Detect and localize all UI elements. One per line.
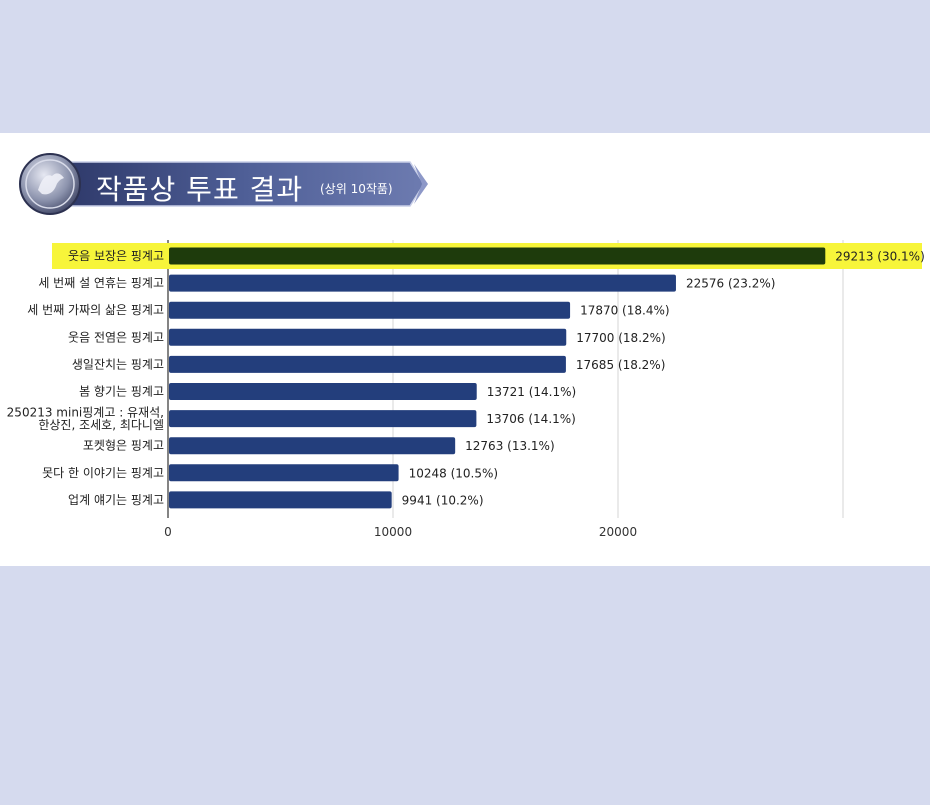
category-label: 250213 mini핑계고 : 유재석, (7, 405, 164, 419)
chart-subtitle: (상위 10작품) (320, 182, 393, 196)
bird-emblem-icon (19, 153, 81, 215)
category-label: 웃음 보장은 핑계고 (68, 249, 164, 263)
bar (169, 274, 676, 292)
x-tick-label: 0 (164, 525, 172, 539)
x-tick-label: 20000 (599, 525, 637, 539)
category-label: 한상진, 조세호, 최다니엘 (38, 418, 164, 432)
value-label: 17700 (18.2%) (576, 331, 665, 345)
bar (169, 491, 392, 509)
bar (169, 328, 567, 346)
category-label: 세 번째 가짜의 삶은 핑계고 (27, 303, 164, 317)
chart-title: 작품상 투표 결과 (96, 173, 304, 206)
x-tick-label: 10000 (374, 525, 412, 539)
value-label: 13721 (14.1%) (487, 385, 576, 399)
chart-header: 작품상 투표 결과 (상위 10작품) (18, 152, 438, 218)
value-label: 12763 (13.1%) (465, 439, 554, 453)
category-label: 웃음 전염은 핑계고 (68, 330, 164, 344)
category-label: 세 번째 설 연휴는 핑계고 (38, 276, 164, 290)
bar (169, 247, 826, 265)
value-label: 29213 (30.1%) (835, 250, 924, 264)
category-label: 업계 얘기는 핑계고 (68, 493, 164, 507)
value-label: 9941 (10.2%) (402, 493, 484, 507)
bar (169, 301, 571, 319)
category-label: 못다 한 이야기는 핑계고 (42, 466, 164, 480)
category-label: 포켓형은 핑계고 (83, 439, 164, 453)
category-label: 생일잔치는 핑계고 (72, 357, 164, 371)
bar (169, 464, 399, 482)
value-label: 17685 (18.2%) (576, 358, 665, 372)
value-label: 17870 (18.4%) (580, 304, 669, 318)
value-label: 22576 (23.2%) (686, 277, 775, 291)
value-label: 10248 (10.5%) (409, 466, 498, 480)
value-label: 13706 (14.1%) (486, 412, 575, 426)
bar (169, 383, 477, 400)
bar (169, 355, 566, 373)
category-label: 봄 향기는 핑계고 (79, 385, 164, 399)
bar (169, 437, 456, 455)
bar (169, 410, 477, 428)
